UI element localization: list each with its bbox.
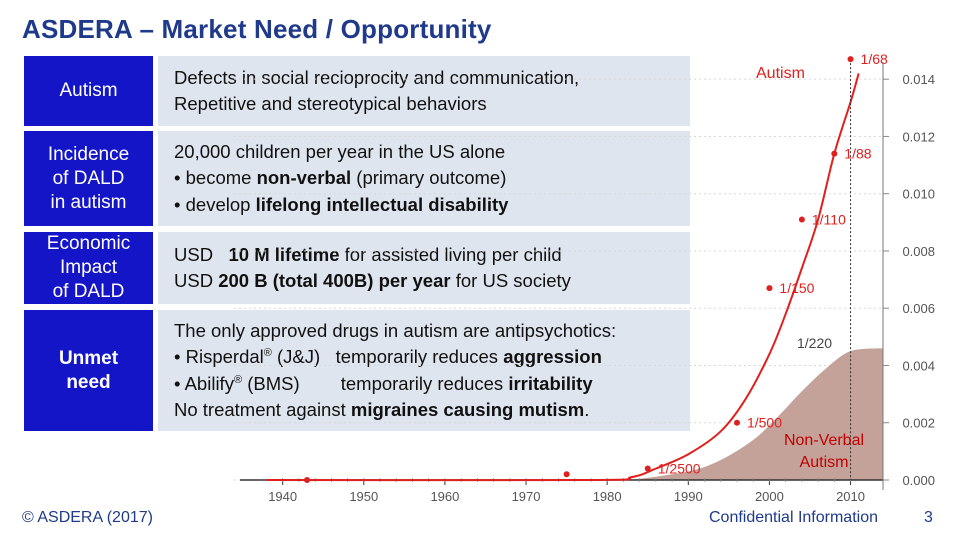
text-segment: (J&J) temporarily reduces <box>271 346 504 367</box>
autism-series-label: Autism <box>756 65 805 82</box>
row-body-incidence: 20,000 children per year in the US alone… <box>158 131 690 226</box>
row-label-text: Incidence of DALD in autism <box>47 143 130 213</box>
nonverbal-ratio-label: 1/220 <box>797 335 832 351</box>
emphasis-text: aggression <box>503 346 602 367</box>
copyright-footer: © ASDERA (2017) <box>22 509 153 526</box>
row-text-line: No treatment against migraines causing m… <box>174 397 616 424</box>
emphasis-text: 200 B (total 400B) per year <box>218 270 451 291</box>
text-segment: USD <box>174 270 219 291</box>
autism-ratio-label: 1/150 <box>779 280 814 296</box>
row-body-lines: Defects in social recioprocity and commu… <box>174 65 579 118</box>
row-label-incidence: Incidence of DALD in autism <box>24 131 153 226</box>
nonverbal-series-label-line1: Non-Verbal <box>784 432 864 449</box>
x-tick-label: 1960 <box>430 489 459 504</box>
row-body-unmet-need: The only approved drugs in autism are an… <box>158 310 690 431</box>
autism-ratio-label: 1/2500 <box>658 461 701 477</box>
autism-data-point <box>733 419 740 426</box>
y-tick-label: 0.000 <box>902 473 935 488</box>
slide-title: ASDERA – Market Need / Opportunity <box>22 14 492 44</box>
x-tick-label: 2010 <box>836 489 865 504</box>
autism-ratio-label: 1/500 <box>747 415 782 431</box>
autism-ratio-label: 1/68 <box>861 51 888 67</box>
text-segment: 20,000 children per year in the US alone <box>174 140 506 162</box>
text-segment: for assisted living per child <box>339 243 562 265</box>
row-label-unmet-need: Unmet need <box>24 310 153 431</box>
autism-data-point <box>563 471 570 478</box>
row-label-text: Autism <box>59 80 118 101</box>
row-body-autism: Defects in social recioprocity and commu… <box>158 56 690 126</box>
autism-data-point <box>644 465 651 472</box>
emphasis-text: lifelong intellectual disability <box>255 193 509 215</box>
text-segment: (BMS) temporarily reduces <box>242 372 509 394</box>
text-segment: • Risperdal <box>174 346 264 367</box>
x-axis <box>240 478 883 485</box>
autism-data-point <box>831 150 838 157</box>
y-tick-label: 0.014 <box>902 72 935 87</box>
confidential-footer: Confidential Information <box>709 509 878 526</box>
x-tick-label: 1980 <box>593 489 622 504</box>
row-label-economic-impact: Economic Impact of DALD <box>24 232 153 304</box>
y-tick-label: 0.008 <box>902 244 935 259</box>
autism-ratio-label: 1/110 <box>812 211 846 227</box>
autism-data-point <box>766 285 773 292</box>
y-tick-label: 0.010 <box>902 187 935 202</box>
emphasis-text: migraines causing mutism <box>350 399 585 420</box>
row-label-autism: Autism <box>24 56 153 126</box>
nonverbal-series-label-line2: Autism <box>800 454 849 471</box>
text-segment: Repetitive and stereotypical behaviors <box>174 93 487 114</box>
row-text-line: 20,000 children per year in the US alone <box>174 139 508 166</box>
row-body-lines: 20,000 children per year in the US alone… <box>174 139 508 219</box>
autism-data-point <box>798 216 805 223</box>
x-tick-label: 1940 <box>268 489 297 504</box>
row-text-line: • become non-verbal (primary outcome) <box>174 165 508 192</box>
emphasis-text: non-verbal <box>256 167 352 189</box>
registered-mark: ® <box>263 346 272 359</box>
y-tick-label: 0.004 <box>902 358 935 373</box>
autism-ratio-label: 1/88 <box>844 146 871 162</box>
text-segment: . <box>584 399 590 420</box>
x-tick-label: 1990 <box>674 489 703 504</box>
text-segment: The only approved drugs in autism are an… <box>174 319 617 341</box>
row-text-line: The only approved drugs in autism are an… <box>174 318 616 345</box>
row-body-economic-impact: USD 10 M lifetime for assisted living pe… <box>158 232 690 304</box>
y-axis: 0.000 0.002 0.004 0.006 0.008 0.010 0.012 0.014 <box>882 62 935 490</box>
autism-data-point <box>304 477 311 483</box>
emphasis-text: irritability <box>508 372 593 394</box>
row-text-line: USD 10 M lifetime for assisted living pe… <box>174 242 571 269</box>
text-segment: • become <box>174 167 257 189</box>
x-tick-labels: 1940 1950 1960 1970 1980 1990 2000 2010 <box>268 489 865 504</box>
row-text-line: Defects in social recioprocity and commu… <box>174 65 579 92</box>
x-tick-label: 2000 <box>755 489 784 504</box>
y-tick-label: 0.006 <box>902 301 935 316</box>
text-segment: USD <box>174 243 229 265</box>
row-text-line: Repetitive and stereotypical behaviors <box>174 91 579 118</box>
text-segment: (primary outcome) <box>351 167 507 189</box>
emphasis-text: 10 M lifetime <box>228 243 340 265</box>
text-segment: for US society <box>450 270 571 291</box>
registered-mark: ® <box>233 373 243 386</box>
row-text-line: USD 200 B (total 400B) per year for US s… <box>174 268 571 295</box>
row-label-text: Unmet need <box>58 347 119 393</box>
text-segment: • Abilify <box>174 372 234 394</box>
row-text-line: • develop lifelong intellectual disabili… <box>174 192 508 219</box>
row-text-line: • Abilify® (BMS) temporarily reduces irr… <box>174 371 616 398</box>
y-tick-label: 0.002 <box>902 416 935 431</box>
autism-data-point <box>847 56 854 63</box>
page-number: 3 <box>924 509 933 526</box>
text-segment: Defects in social recioprocity and commu… <box>174 66 580 88</box>
y-tick-label: 0.012 <box>902 129 935 144</box>
row-text-line: • Risperdal® (J&J) temporarily reduces a… <box>174 344 616 371</box>
row-body-lines: USD 10 M lifetime for assisted living pe… <box>174 242 571 295</box>
text-segment: No treatment against <box>174 399 351 420</box>
text-segment: • develop <box>174 193 256 215</box>
row-label-text: Economic Impact of DALD <box>46 233 131 302</box>
x-tick-label: 1950 <box>349 489 378 504</box>
row-body-lines: The only approved drugs in autism are an… <box>174 318 616 424</box>
x-tick-label: 1970 <box>512 489 541 504</box>
